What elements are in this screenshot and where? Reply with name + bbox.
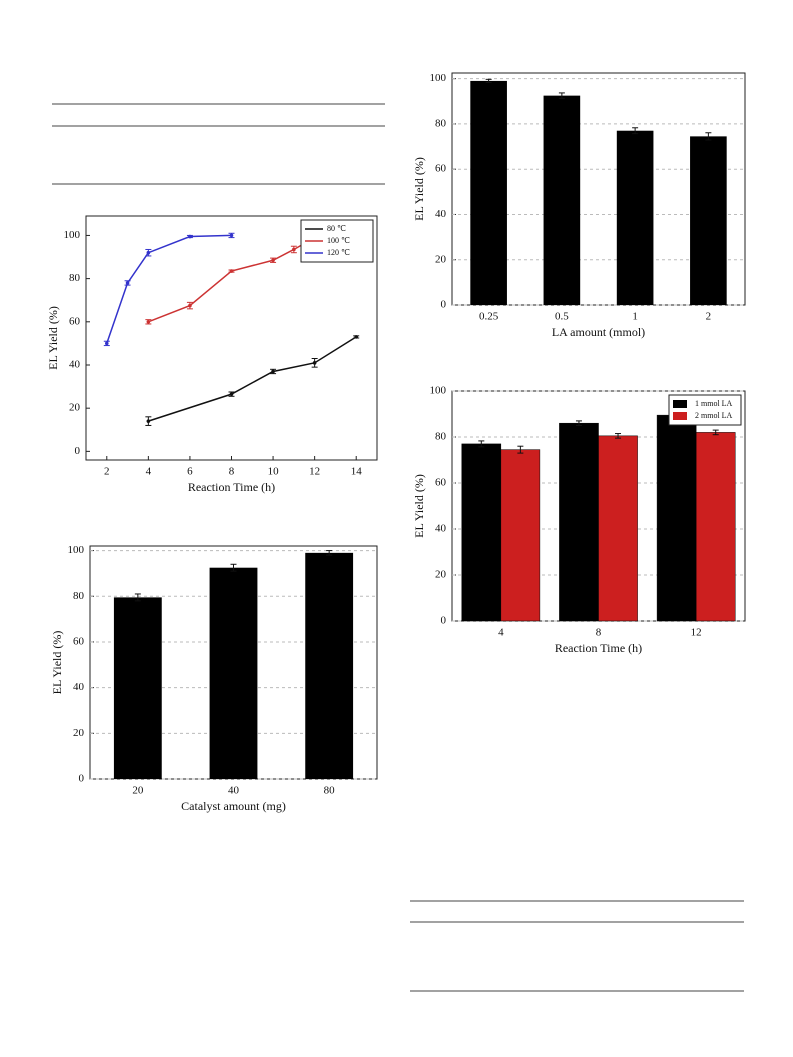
y-tick-label: 100 <box>68 544 85 556</box>
x-tick-label: 4 <box>498 627 504 639</box>
y-tick-label: 80 <box>73 590 85 602</box>
y-tick-label: 40 <box>435 523 447 535</box>
x-tick-label: 2 <box>706 311 712 323</box>
legend-label: 120 ℃ <box>327 248 350 257</box>
y-tick-label: 20 <box>435 569 447 581</box>
x-tick-label: 8 <box>596 627 602 639</box>
x-tick-label: 10 <box>268 466 280 478</box>
x-axis-label: Reaction Time (h) <box>555 641 642 655</box>
y-tick-label: 100 <box>430 72 447 84</box>
x-axis-label: Catalyst amount (mg) <box>181 799 286 813</box>
legend-label: 80 ℃ <box>327 224 346 233</box>
y-tick-label: 20 <box>435 253 447 265</box>
series-line <box>148 236 316 323</box>
legend-label: 100 ℃ <box>327 236 350 245</box>
bar <box>616 130 654 305</box>
x-axis-label: LA amount (mmol) <box>552 325 645 339</box>
bar <box>209 567 258 779</box>
x-tick-label: 0.25 <box>479 311 499 323</box>
y-tick-label: 80 <box>435 431 447 443</box>
x-tick-label: 12 <box>309 466 320 478</box>
bar <box>470 80 507 305</box>
legend-label: 1 mmol LA <box>695 399 733 408</box>
y-tick-label: 60 <box>73 635 85 647</box>
bar <box>461 443 502 622</box>
bar <box>543 95 581 305</box>
y-axis-label: EL Yield (%) <box>46 306 60 370</box>
x-tick-label: 0.5 <box>555 311 569 323</box>
y-tick-label: 60 <box>69 315 81 327</box>
x-tick-label: 6 <box>187 466 193 478</box>
bar <box>113 597 162 779</box>
y-tick-label: 20 <box>69 402 81 414</box>
y-tick-label: 100 <box>64 229 81 241</box>
y-tick-label: 80 <box>69 272 81 284</box>
y-tick-label: 60 <box>435 163 447 175</box>
bar <box>598 435 638 622</box>
y-tick-label: 0 <box>79 773 85 785</box>
bar <box>656 414 697 622</box>
y-tick-label: 0 <box>441 615 447 627</box>
y-tick-label: 40 <box>435 208 447 220</box>
bar <box>305 552 354 779</box>
bar <box>500 449 541 622</box>
series-line <box>148 336 357 422</box>
y-tick-label: 80 <box>435 117 447 129</box>
y-axis-label: EL Yield (%) <box>412 474 426 538</box>
x-axis-label: Reaction Time (h) <box>188 480 275 494</box>
x-tick-label: 1 <box>632 311 638 323</box>
y-tick-label: 40 <box>73 681 85 693</box>
legend-label: 2 mmol LA <box>695 411 733 420</box>
y-tick-label: 0 <box>75 445 81 457</box>
y-tick-label: 0 <box>441 299 447 311</box>
y-axis-label: EL Yield (%) <box>50 631 64 695</box>
x-tick-label: 2 <box>104 466 110 478</box>
bar <box>695 432 736 622</box>
legend-swatch <box>673 412 687 420</box>
series-line <box>106 234 232 344</box>
x-tick-label: 14 <box>351 466 363 478</box>
x-tick-label: 8 <box>229 466 235 478</box>
legend-swatch <box>673 400 687 408</box>
y-tick-label: 100 <box>430 385 447 397</box>
y-tick-label: 20 <box>73 727 85 739</box>
x-tick-label: 4 <box>146 466 152 478</box>
bar <box>559 422 599 622</box>
y-axis-label: EL Yield (%) <box>412 157 426 221</box>
y-tick-label: 60 <box>435 477 447 489</box>
x-tick-label: 80 <box>324 785 336 797</box>
x-tick-label: 40 <box>228 785 240 797</box>
x-tick-label: 12 <box>691 627 702 639</box>
x-tick-label: 20 <box>132 785 144 797</box>
y-tick-label: 40 <box>69 359 81 371</box>
bar <box>690 136 727 305</box>
